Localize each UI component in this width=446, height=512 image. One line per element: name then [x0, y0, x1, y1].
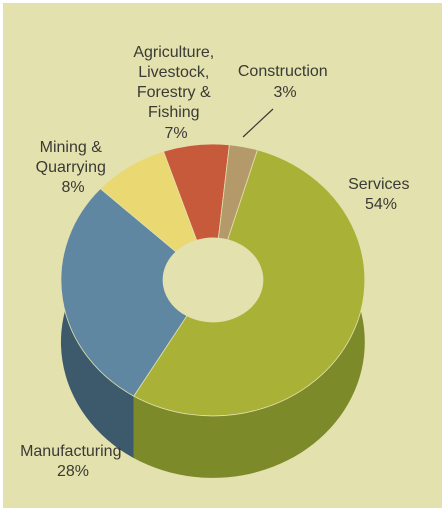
donut-chart: Services 54% Manufacturing 28% Mining & … — [20, 44, 414, 480]
label-manufacturing: Manufacturing 28% — [20, 443, 126, 480]
construction-leader-line — [242, 108, 274, 138]
label-agriculture: Agriculture, Livestock, Forestry & Fishi… — [133, 44, 218, 142]
label-services: Services 54% — [348, 176, 414, 213]
label-construction: Construction 3% — [238, 63, 332, 101]
slice-construction — [217, 144, 258, 241]
donut-top-faces — [60, 143, 366, 417]
chart-frame: Services 54% Manufacturing 28% Mining & … — [3, 3, 442, 508]
label-mining-quarrying: Mining & Quarrying 8% — [36, 139, 111, 196]
donut-hole — [163, 238, 263, 322]
